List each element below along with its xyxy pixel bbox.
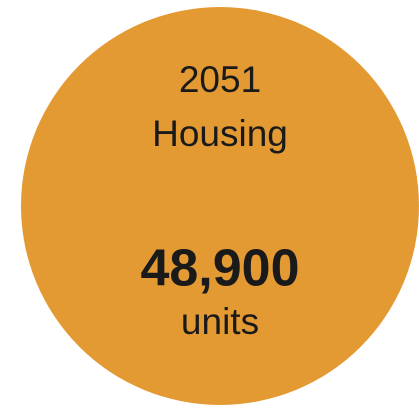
- badge-label: Housing: [152, 113, 288, 154]
- badge-year: 2051: [179, 59, 261, 100]
- badge-value: 48,900: [140, 240, 299, 298]
- badge-circle: [21, 7, 419, 405]
- badge-unit: units: [181, 301, 259, 342]
